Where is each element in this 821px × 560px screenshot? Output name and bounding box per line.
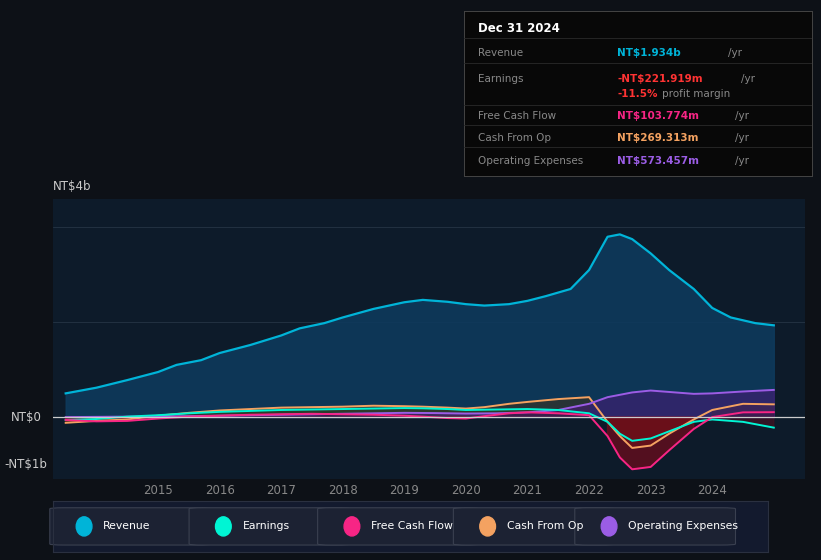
Text: Operating Expenses: Operating Expenses <box>628 521 738 531</box>
Text: /yr: /yr <box>736 133 750 143</box>
Text: Free Cash Flow: Free Cash Flow <box>478 111 556 121</box>
FancyBboxPatch shape <box>575 508 736 545</box>
Text: -NT$221.919m: -NT$221.919m <box>617 74 703 84</box>
FancyBboxPatch shape <box>318 508 479 545</box>
Text: -NT$1b: -NT$1b <box>4 458 47 471</box>
Text: /yr: /yr <box>736 111 750 121</box>
Ellipse shape <box>215 517 232 536</box>
Text: Earnings: Earnings <box>478 74 523 84</box>
Text: /yr: /yr <box>741 74 754 84</box>
Text: NT$103.774m: NT$103.774m <box>617 111 699 121</box>
Text: Revenue: Revenue <box>103 521 151 531</box>
Text: NT$269.313m: NT$269.313m <box>617 133 699 143</box>
Text: NT$4b: NT$4b <box>53 180 92 193</box>
Text: /yr: /yr <box>728 48 742 58</box>
Text: NT$1.934b: NT$1.934b <box>617 48 681 58</box>
Text: Operating Expenses: Operating Expenses <box>478 156 583 166</box>
Ellipse shape <box>479 517 496 536</box>
FancyBboxPatch shape <box>50 508 210 545</box>
Text: NT$0: NT$0 <box>11 410 42 423</box>
Text: Cash From Op: Cash From Op <box>507 521 584 531</box>
Ellipse shape <box>344 517 360 536</box>
Text: Earnings: Earnings <box>243 521 290 531</box>
Text: Free Cash Flow: Free Cash Flow <box>371 521 453 531</box>
Text: -11.5%: -11.5% <box>617 89 658 99</box>
Text: /yr: /yr <box>736 156 750 166</box>
FancyBboxPatch shape <box>453 508 614 545</box>
Ellipse shape <box>601 517 617 536</box>
Text: NT$573.457m: NT$573.457m <box>617 156 699 166</box>
Ellipse shape <box>76 517 92 536</box>
Text: Dec 31 2024: Dec 31 2024 <box>478 22 560 35</box>
Text: Revenue: Revenue <box>478 48 523 58</box>
Text: profit margin: profit margin <box>663 89 731 99</box>
Text: Cash From Op: Cash From Op <box>478 133 551 143</box>
FancyBboxPatch shape <box>189 508 350 545</box>
